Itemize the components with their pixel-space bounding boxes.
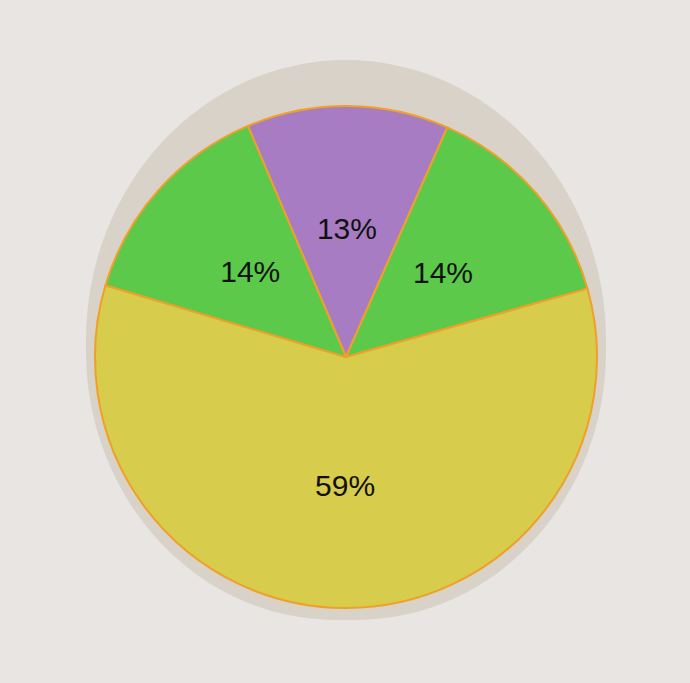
svg-text:59%: 59% (315, 469, 375, 502)
svg-text:13%: 13% (317, 212, 377, 245)
svg-text:14%: 14% (220, 255, 280, 288)
svg-text:14%: 14% (413, 256, 473, 289)
